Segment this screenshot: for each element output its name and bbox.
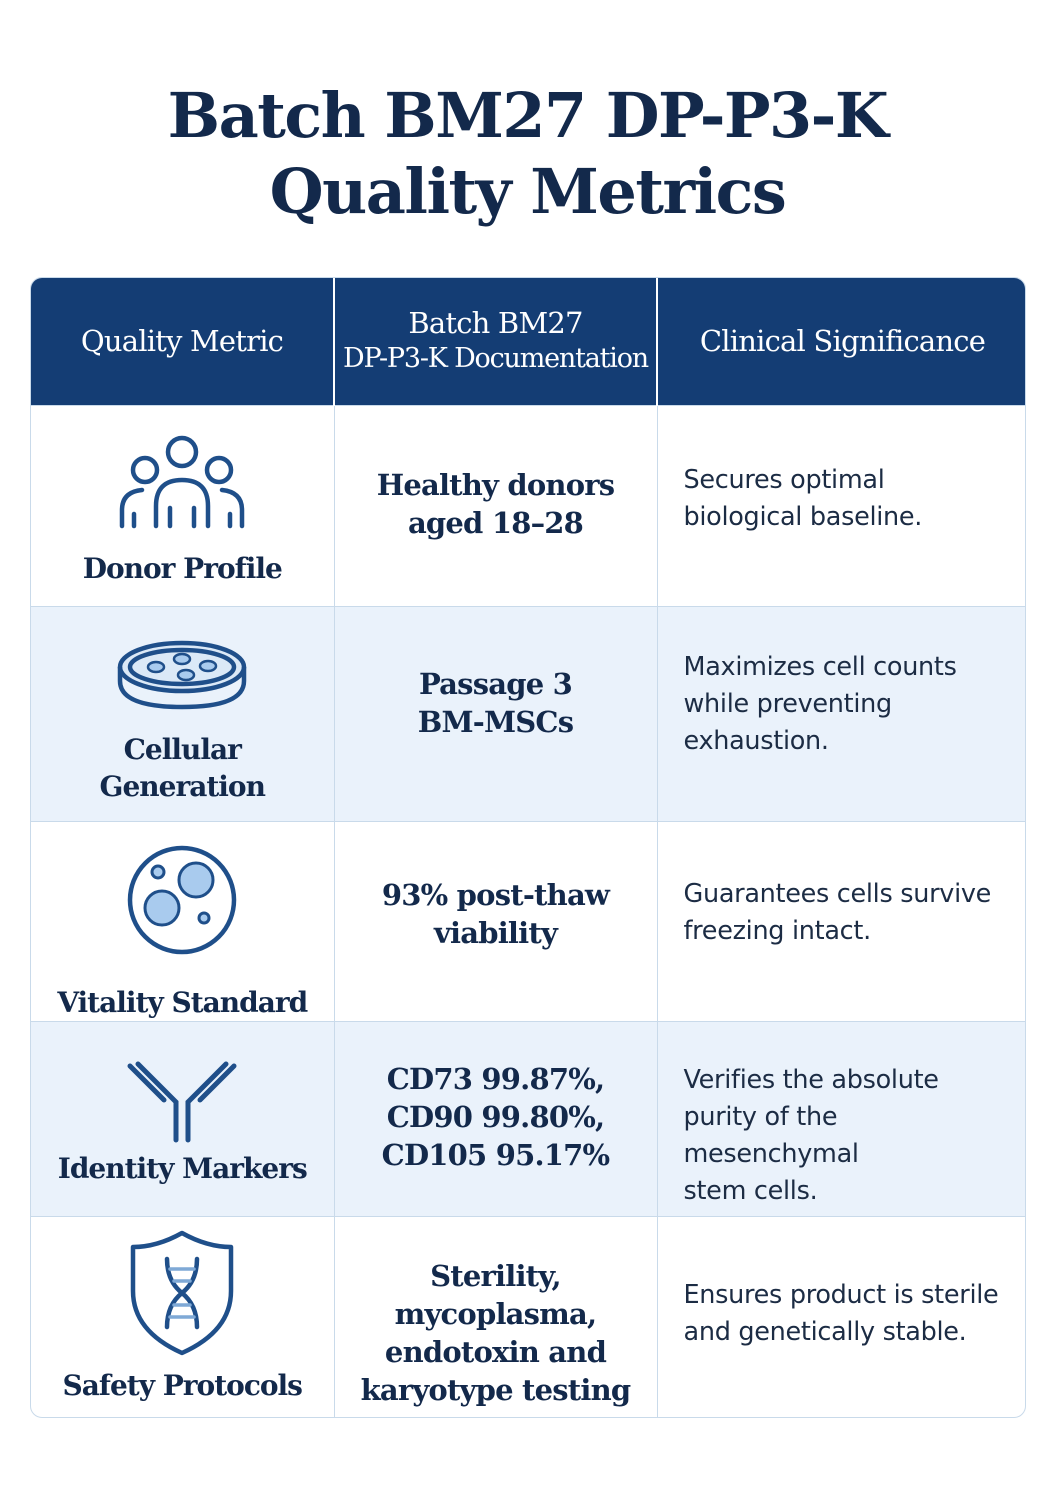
metric-cell: Safety Protocols [31,1215,335,1417]
petri-dish-icon [118,640,247,709]
significance-line: Maximizes cell counts [683,651,957,682]
significance-line: and genetically stable. [683,1316,967,1347]
significance-line: Secures optimal [683,464,885,495]
doc-line: viability [433,915,558,950]
doc-line: CD73 99.87%, [386,1061,605,1096]
cell-icon [128,845,237,954]
table-row: Donor Profile Healthy donors aged 18–28 … [31,404,1025,606]
significance-cell: Verifies the absolute purity of the mese… [657,1020,1025,1216]
significance-cell: Secures optimal biological baseline. [657,404,1025,606]
significance-cell: Guarantees cells survive freezing intact… [657,820,1025,1021]
significance-line: Verifies the absolute [683,1064,939,1095]
doc-line: 93% post-thaw [381,877,610,912]
doc-line: karyotype testing [360,1372,632,1407]
people-group-icon [120,435,245,528]
metric-label: Vitality Standard [57,985,308,1019]
header-documentation: Batch BM27 DP-P3-K Documentation [334,278,658,405]
doc-line: aged 18–28 [407,505,584,540]
doc-line: CD105 95.17% [381,1137,610,1172]
metric-label: Cellular [123,732,242,766]
metric-cell: Donor Profile [31,404,335,606]
doc-line: BM-MSCs [417,704,574,739]
doc-line: endotoxin and [384,1334,607,1369]
significance-line: biological baseline. [683,501,923,532]
significance-cell: Maximizes cell counts while preventing e… [657,605,1025,821]
header-documentation-line-1: Batch BM27 [408,306,583,341]
table-row: Vitality Standard 93% post-thaw viabilit… [31,820,1025,1021]
documentation-cell: Passage 3 BM-MSCs [334,605,658,821]
significance-line: exhaustion. [683,725,830,756]
doc-line: Sterility, mycoplasma, [394,1258,598,1331]
significance-line: freezing intact. [683,915,872,946]
doc-line: Healthy donors [376,467,615,502]
metric-label: Donor Profile [82,551,283,585]
table-row: Safety Protocols Sterility, mycoplasma, … [31,1215,1025,1417]
documentation-cell: Sterility, mycoplasma, endotoxin and kar… [334,1215,658,1417]
metric-cell: Vitality Standard [31,820,335,1021]
header-quality-metric: Quality Metric [31,278,335,405]
significance-cell: Ensures product is sterile and genetical… [657,1215,1025,1417]
metric-label: Identity Markers [57,1151,308,1185]
documentation-cell: Healthy donors aged 18–28 [334,404,658,606]
metric-label: Generation [99,769,266,803]
table-row: Cellular Generation Passage 3 BM-MSCs Ma… [31,605,1025,821]
page-title: Batch BM27 DP-P3-K Quality Metrics [0,78,1055,230]
significance-line: purity of the mesenchymal [683,1101,860,1169]
metric-cell: Cellular Generation [31,605,335,821]
header-documentation-line-2: DP-P3-K Documentation [343,343,649,375]
doc-line: Passage 3 [418,666,573,701]
documentation-cell: CD73 99.87%, CD90 99.80%, CD105 95.17% [334,1020,658,1216]
significance-line: while preventing [683,688,893,719]
antibody-icon [127,1061,237,1142]
doc-line: CD90 99.80%, [386,1099,605,1134]
quality-metrics-table: Quality Metric Batch BM27 DP-P3-K Docume… [30,277,1026,1418]
dna-shield-icon [131,1230,234,1355]
significance-line: stem cells. [683,1175,818,1206]
table-row: Identity Markers CD73 99.87%, CD90 99.80… [31,1020,1025,1216]
metric-cell: Identity Markers [31,1020,335,1216]
title-line-2: Quality Metrics [269,155,787,228]
header-clinical-significance: Clinical Significance [657,278,1025,405]
title-line-1: Batch BM27 DP-P3-K [167,79,889,152]
metric-label: Safety Protocols [62,1368,303,1402]
documentation-cell: 93% post-thaw viability [334,820,658,1021]
table-header-row: Quality Metric Batch BM27 DP-P3-K Docume… [31,278,1025,405]
significance-line: Ensures product is sterile [683,1279,999,1310]
significance-line: Guarantees cells survive [683,878,992,909]
